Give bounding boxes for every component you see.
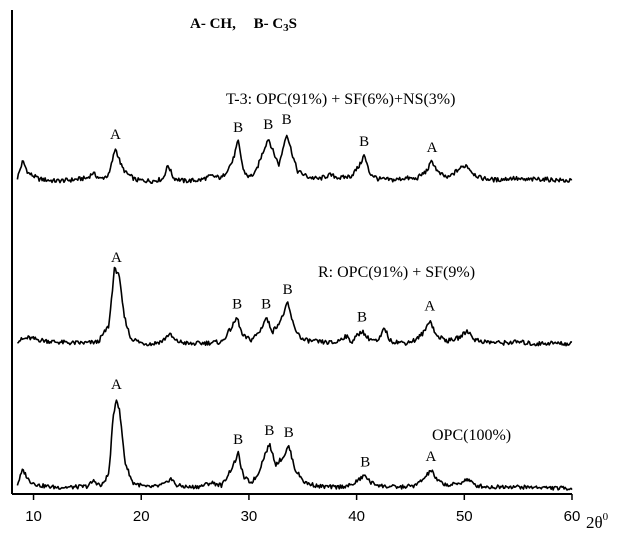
x-tick-label: 30 (241, 508, 258, 525)
peak-label: B (359, 134, 369, 150)
series-label-r: R: OPC(91%) + SF(9%) (318, 264, 475, 281)
series-label-opc: OPC(100%) (432, 427, 511, 444)
x-tick-label: 40 (348, 508, 365, 525)
legend-b-prefix: B- C (254, 16, 284, 32)
peak-label: B (282, 112, 292, 128)
series-label-t3: T-3: OPC(91%) + SF(6%)+NS(3%) (226, 91, 455, 108)
peak-label: B (233, 432, 243, 448)
legend-a-text: A- CH, (190, 16, 236, 32)
x-tick-label: 10 (25, 508, 42, 525)
peak-label: B (264, 423, 274, 439)
peak-label: B (360, 454, 370, 470)
xrd-series-line-3 (16, 399, 573, 491)
peak-label: A (424, 298, 435, 314)
x-axis-label-sup: 0 (603, 511, 609, 523)
peak-label: A (110, 127, 121, 143)
peak-label: A (111, 250, 122, 266)
x-axis-label-base: 2θ (586, 513, 603, 532)
peak-label: A (427, 140, 438, 156)
xrd-series-line-2 (17, 266, 573, 347)
x-tick-label: 60 (564, 508, 581, 525)
series-group (16, 134, 573, 491)
peak-label: B (283, 282, 293, 298)
x-tick-label: 50 (456, 508, 473, 525)
peak-label: B (261, 296, 271, 312)
peak-label: B (357, 310, 367, 326)
x-axis-label: 2θ0 (586, 511, 609, 532)
peak-label: B (233, 120, 243, 136)
peak-label: B (232, 296, 242, 312)
legend-b-sub: 3 (283, 22, 289, 34)
peak-label: B (263, 117, 273, 133)
x-ticks: 10 20 30 40 50 60 (25, 494, 580, 525)
peak-label: A (426, 449, 437, 465)
xrd-series-line-1 (16, 134, 573, 184)
legend-b-suffix: S (289, 16, 297, 32)
legend-title: A- CH, B- C3S (190, 16, 297, 34)
peak-label: B (284, 425, 294, 441)
x-tick-label: 20 (133, 508, 150, 525)
peak-label: A (111, 377, 122, 393)
